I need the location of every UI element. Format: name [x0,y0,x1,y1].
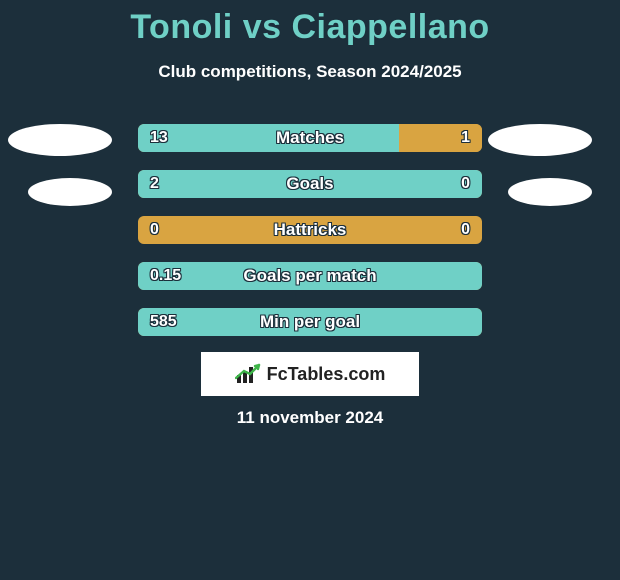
stat-row: 2 0 Goals [138,170,482,198]
brand-badge: FcTables.com [201,352,419,396]
stat-row: 0 0 Hattricks [138,216,482,244]
stat-rows: 13 1 Matches 2 0 Goals 0 0 Hattricks 0.15 Goals pe… [138,124,482,354]
page-title: Tonoli vs Ciappellano [0,8,620,47]
subtitle: Club competitions, Season 2024/2025 [0,62,620,82]
stat-value-left: 13 [150,129,168,147]
stat-value-right: 0 [461,175,470,193]
stat-value-right: 1 [461,129,470,147]
stat-row: 585 Min per goal [138,308,482,336]
brand-text: FcTables.com [267,364,386,385]
stat-value-left: 585 [150,313,177,331]
player-avatar [488,124,592,156]
stat-value-right: 0 [461,221,470,239]
player-avatar [508,178,592,206]
stat-label: Matches [276,128,344,148]
stat-label: Min per goal [260,312,360,332]
stat-bar-left [138,124,399,152]
stat-row: 13 1 Matches [138,124,482,152]
comparison-infographic: Tonoli vs Ciappellano Club competitions,… [0,0,620,580]
stat-label: Goals [286,174,333,194]
date-text: 11 november 2024 [0,408,620,428]
player-avatar [28,178,112,206]
stat-label: Goals per match [243,266,376,286]
player-avatar [8,124,112,156]
stat-row: 0.15 Goals per match [138,262,482,290]
stat-value-left: 0 [150,221,159,239]
stat-value-left: 0.15 [150,267,181,285]
bar-chart-icon [235,363,261,385]
stat-label: Hattricks [274,220,347,240]
stat-value-left: 2 [150,175,159,193]
